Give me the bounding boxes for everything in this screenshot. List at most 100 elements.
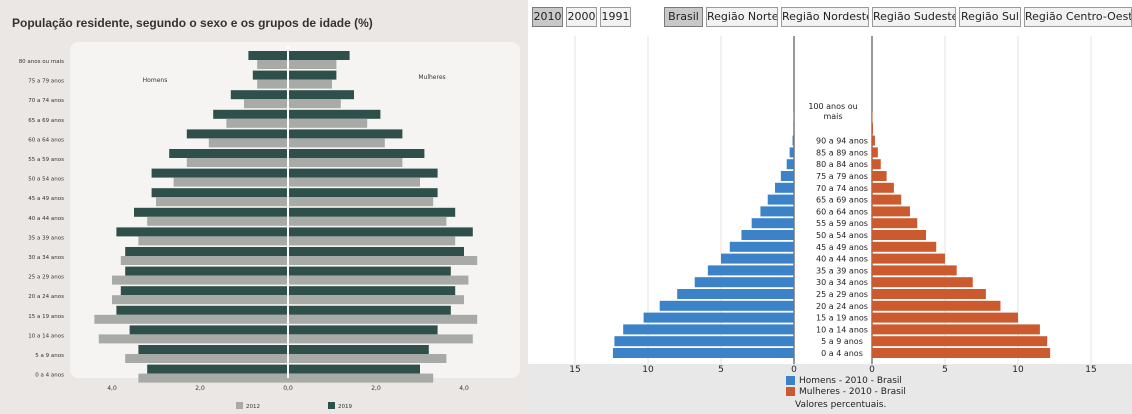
bar-men-2012-30-a-34-anos: [120, 256, 288, 265]
bar-women-90-a-94-anos: [872, 135, 875, 146]
values-note: Valores percentuais.: [795, 400, 887, 410]
category-label-15-a-19-anos: 15 a 19 anos: [28, 314, 64, 320]
legend-item-women: Mulheres - 2010 - Brasil: [786, 386, 906, 397]
bar-women-2012-50-a-54-anos: [288, 177, 420, 187]
bar-men-2012-55-a-59-anos: [186, 158, 288, 167]
bar-women-2019-15-a-19-anos: [288, 305, 451, 315]
category-label-70-a-74-anos: 70 a 74 anos: [816, 184, 868, 193]
category-label-100-anos-ou-mais-line1: 100 anos ou: [808, 102, 857, 111]
bar-women-2012-55-a-59-anos: [288, 158, 403, 167]
bar-women-35-a-39-anos: [872, 265, 957, 276]
left-pyramid-chart: 0 a 4 anos 5 a 9 anos 10 a 14 anos 15 a 19 …: [19, 42, 520, 410]
bar-men-2019-25-a-29-anos: [125, 266, 288, 276]
bar-women-2019-30-a-34-anos: [288, 247, 464, 256]
legend-label-men: Homens - 2010 - Brasil: [799, 375, 902, 386]
x-tick-label: 4,0: [459, 385, 469, 392]
category-label-55-a-59-anos: 55 a 59 anos: [28, 157, 64, 163]
bar-men-2019-15-a-19-anos: [116, 305, 289, 315]
bar-women-2019-50-a-54-anos: [288, 168, 438, 178]
bar-women-65-a-69-anos: [872, 194, 902, 205]
bar-women-25-a-29-anos: [872, 289, 986, 299]
region-button-sudeste[interactable]: Região Sudeste: [872, 7, 956, 27]
bar-women-15-a-19-anos: [872, 312, 1018, 323]
bar-women-55-a-59-anos: [872, 218, 918, 229]
bar-men-35-a-39-anos: [707, 265, 794, 276]
category-label-25-a-29-anos: 25 a 29 anos: [816, 290, 868, 299]
bar-men-65-a-69-anos: [767, 194, 794, 205]
x-tick-label: 2,0: [195, 385, 205, 392]
category-label-45-a-49-anos: 45 a 49 anos: [28, 196, 64, 202]
category-label-20-a-24-anos: 20 a 24 anos: [28, 294, 64, 300]
bar-women-20-a-24-anos: [872, 300, 1001, 311]
right-pyramid-chart: 0 a 4 anos 5 a 9 anos 10 a 14 anos 15 a 19 …: [528, 36, 1132, 414]
category-label-45-a-49-anos: 45 a 49 anos: [816, 243, 868, 252]
bar-men-85-a-89-anos: [789, 147, 794, 158]
bar-men-90-a-94-anos: [792, 135, 794, 146]
bar-women-50-a-54-anos: [872, 230, 927, 240]
category-label-20-a-24-anos: 20 a 24 anos: [816, 302, 868, 311]
bar-men-55-a-59-anos: [751, 218, 794, 229]
legend-label-women: Mulheres - 2010 - Brasil: [799, 386, 906, 397]
bar-men-2019-30-a-34-anos: [125, 247, 288, 256]
bar-women-2012-35-a-39-anos: [288, 236, 456, 246]
bar-women-2012-75-a-79-anos: [288, 79, 332, 89]
region-button-norte[interactable]: Região Norte: [706, 7, 778, 27]
bar-women-10-a-14-anos: [872, 324, 1040, 335]
bar-women-2012-15-a-19-anos: [288, 314, 478, 324]
region-button-sul[interactable]: Região Sul: [959, 7, 1021, 27]
bar-women-95-a-99-anos: [872, 123, 874, 134]
bar-women-70-a-74-anos: [872, 182, 894, 193]
bar-women-2019-45-a-49-anos: [288, 188, 438, 198]
bar-women-2019-55-a-59-anos: [288, 149, 425, 158]
bar-women-30-a-34-anos: [872, 277, 973, 288]
label-women: Mulheres: [418, 74, 445, 81]
bar-women-2012-20-a-24-anos: [288, 295, 464, 305]
bar-men-2012-75-a-79-anos: [257, 79, 288, 89]
category-label-65-a-69-anos: 65 a 69 anos: [28, 118, 64, 124]
category-label-90-a-94-anos: 90 a 94 anos: [816, 137, 868, 146]
bar-women-2019-25-a-29-anos: [288, 266, 451, 276]
region-button-centro-oeste[interactable]: Região Centro-Oeste: [1024, 7, 1132, 27]
bar-women-2019-20-a-24-anos: [288, 286, 456, 296]
bar-women-5-a-9-anos: [872, 336, 1048, 347]
category-label-85-a-89-anos: 85 a 89 anos: [816, 148, 868, 157]
year-button-2000[interactable]: 2000: [566, 7, 597, 27]
bar-women-2012-5-a-9-anos: [288, 354, 447, 363]
category-label-75-a-79-anos: 75 a 79 anos: [816, 172, 868, 181]
bar-women-2019-65-a-69-anos: [288, 109, 381, 119]
bar-women-2012-65-a-69-anos: [288, 118, 368, 128]
year-button-1991[interactable]: 1991: [600, 7, 631, 27]
bar-men-2019-35-a-39-anos: [116, 227, 289, 237]
category-label-40-a-44-anos: 40 a 44 anos: [816, 255, 868, 264]
bar-women-2012-70-a-74-anos: [288, 99, 341, 109]
bar-men-2019-65-a-69-anos: [213, 109, 288, 119]
category-label-70-a-74-anos: 70 a 74 anos: [28, 98, 64, 104]
right-axis-band: [528, 364, 1132, 414]
bar-men-0-a-4-anos: [612, 348, 794, 358]
bar-women-2012-40-a-44-anos: [288, 216, 447, 226]
bar-men-2012-35-a-39-anos: [138, 236, 288, 246]
category-label-65-a-69-anos: 65 a 69 anos: [816, 196, 868, 205]
bar-women-2012-80-anos-ou-mais: [288, 60, 337, 69]
bar-men-2019-10-a-14-anos: [129, 325, 288, 335]
category-label-60-a-64-anos: 60 a 64 anos: [816, 207, 868, 216]
bar-men-2019-80-anos-ou-mais: [248, 51, 288, 60]
bar-men-2019-55-a-59-anos: [169, 149, 288, 158]
category-label-50-a-54-anos: 50 a 54 anos: [816, 231, 868, 240]
year-button-2010[interactable]: 2010: [532, 7, 563, 27]
bar-men-2019-20-a-24-anos: [120, 286, 288, 296]
bar-men-2019-50-a-54-anos: [151, 168, 288, 178]
bar-men-30-a-34-anos: [694, 277, 794, 288]
region-button-nordeste[interactable]: Região Nordeste: [781, 7, 869, 27]
bar-men-40-a-44-anos: [721, 253, 794, 264]
bar-men-2012-70-a-74-anos: [244, 99, 288, 109]
bar-women-0-a-4-anos: [872, 348, 1051, 358]
region-button-brasil[interactable]: Brasil: [664, 7, 703, 27]
category-label-10-a-14-anos: 10 a 14 anos: [816, 325, 868, 334]
bar-men-2019-75-a-79-anos: [252, 70, 288, 80]
men-axis-tick: 0: [791, 365, 797, 375]
category-label-75-a-79-anos: 75 a 79 anos: [28, 79, 64, 85]
bar-men-2019-60-a-64-anos: [186, 129, 288, 139]
bar-men-2019-70-a-74-anos: [230, 90, 288, 100]
legend-label-2012: 2012: [246, 404, 260, 410]
